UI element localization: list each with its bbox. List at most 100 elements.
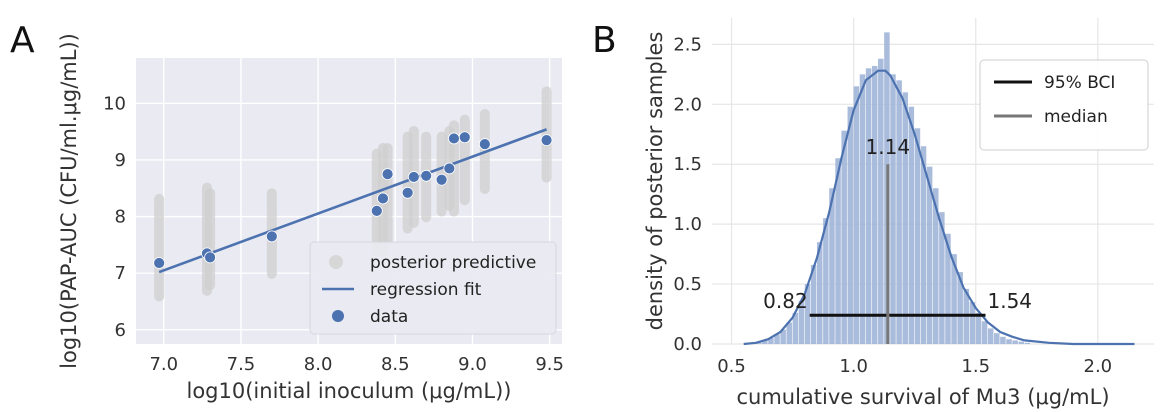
legend-marker-data (332, 310, 344, 322)
x-tick-label-a: 7.0 (149, 354, 178, 375)
regression-fit-line (158, 128, 548, 274)
x-tick-label-b: 0.5 (717, 356, 746, 377)
histogram-bar (987, 328, 994, 344)
x-tick-label-b: 1.5 (961, 356, 990, 377)
histogram-bar (945, 233, 951, 344)
histogram-bar (896, 80, 902, 344)
data-point (478, 138, 491, 150)
legend-label-median: median (1044, 107, 1108, 127)
histogram-bar (798, 300, 805, 344)
panel-letter-b: B (592, 20, 617, 61)
histogram-bar (865, 68, 872, 345)
bci-high-label: 1.54 (988, 289, 1033, 313)
histogram-bar (1018, 341, 1024, 344)
histogram-bar (957, 272, 963, 344)
histogram-bar (908, 106, 915, 344)
histogram-bar (871, 65, 878, 345)
data-point (377, 192, 389, 205)
histogram-bar (810, 264, 817, 344)
histogram-bar (859, 74, 866, 345)
histogram-bar (804, 284, 811, 344)
histogram-bar (878, 58, 884, 344)
median-label: 1.14 (866, 135, 911, 159)
histogram-bar (829, 188, 835, 344)
data-point (420, 169, 433, 182)
data-point (153, 257, 166, 269)
histogram-bar (914, 128, 921, 344)
data-point (401, 186, 414, 199)
data-point (443, 162, 456, 175)
y-axis-label-a: log10(PAP-AUC (CFU/ml.μg/mL)) (57, 33, 81, 369)
legend-label-posterior-predictive: posterior predictive (370, 253, 536, 273)
data-point (435, 173, 448, 186)
y-tick-label-b: 1.5 (673, 154, 702, 175)
x-tick-label-a: 8.5 (381, 354, 410, 375)
legend-label-data: data (370, 307, 408, 327)
histogram-bar (969, 302, 976, 344)
histogram-bar (926, 166, 933, 344)
histogram-bar (1006, 339, 1012, 344)
histogram-bar (792, 312, 799, 344)
y-tick-label-b: 2.0 (673, 94, 702, 115)
histogram-bar (768, 338, 774, 344)
histogram-bar (890, 74, 896, 345)
y-tick-label-a: 9 (115, 150, 126, 171)
x-tick-label-b: 1.0 (839, 356, 868, 377)
data-point (265, 230, 278, 243)
data-point (370, 205, 383, 217)
histogram-bar (823, 218, 829, 344)
histogram-bar (853, 86, 860, 345)
data-point (407, 171, 420, 183)
histogram-bar (975, 312, 982, 344)
density-curve (743, 69, 1135, 346)
panel-a-chart: 7.0 7.5 8.0 8.5 9.0 9.5 6 7 8 9 10 posterior predic… (57, 33, 564, 403)
legend-marker-posterior-predictive (329, 255, 343, 269)
bci-low-label: 0.82 (763, 289, 808, 313)
histogram-bar (786, 322, 792, 344)
histogram-bar (774, 334, 780, 344)
y-tick-label-b: 0.0 (673, 334, 702, 355)
posterior-predictive-band (205, 188, 216, 291)
panel-letter-a: A (10, 20, 35, 61)
panel-b-chart: 0.5 1.0 1.5 2.0 0.0 0.5 1.0 1.5 2.0 2.5 0.82 1.54 1.… (643, 18, 1154, 409)
y-axis-label-b: density of posterior samples (643, 32, 667, 331)
x-tick-label-a: 9.5 (535, 354, 564, 375)
histogram-bar (902, 92, 908, 344)
y-tick-label-b: 1.0 (673, 214, 702, 235)
x-axis-label-b: cumulative survival of Mu3 (μg/mL) (736, 385, 1109, 409)
histogram-bar (951, 254, 957, 344)
histogram-bar (762, 340, 768, 344)
histogram-bar (981, 321, 988, 344)
histogram-bar (1024, 342, 1031, 344)
legend-label-bci: 95% BCI (1044, 73, 1115, 93)
y-tick-label-a: 10 (103, 93, 126, 114)
y-tick-label-b: 2.5 (673, 34, 702, 55)
histogram-bar (817, 242, 823, 344)
x-tick-label-a: 8.0 (304, 354, 333, 375)
y-tick-label-a: 8 (115, 207, 126, 228)
x-tick-label-a: 9.0 (458, 354, 487, 375)
legend-b: 95% BCI median (979, 59, 1149, 151)
histogram-bar (780, 329, 786, 344)
y-tick-label-a: 6 (115, 320, 126, 341)
legend-label-regression-fit: regression fit (370, 280, 482, 300)
x-axis-label-a: log10(initial inoculum (μg/mL)) (187, 379, 512, 403)
histogram-bar (920, 146, 927, 344)
histogram-bar (933, 188, 939, 344)
data-point (540, 134, 553, 147)
posterior-predictive-band (382, 142, 393, 245)
histogram-bar (994, 333, 1000, 344)
legend-a: posterior predictive regression fit data (309, 241, 557, 335)
histogram-bar (841, 130, 847, 344)
data-point (448, 132, 460, 145)
histogram-bar (939, 212, 945, 344)
histogram-bar (835, 158, 841, 344)
y-tick-label-a: 7 (115, 263, 126, 284)
posterior-predictive-band (154, 193, 165, 302)
y-tick-label-b: 0.5 (673, 274, 702, 295)
x-tick-label-b: 2.0 (1084, 356, 1113, 377)
data-point (458, 131, 471, 144)
data-point (204, 251, 216, 264)
histogram-bar (1012, 340, 1018, 344)
